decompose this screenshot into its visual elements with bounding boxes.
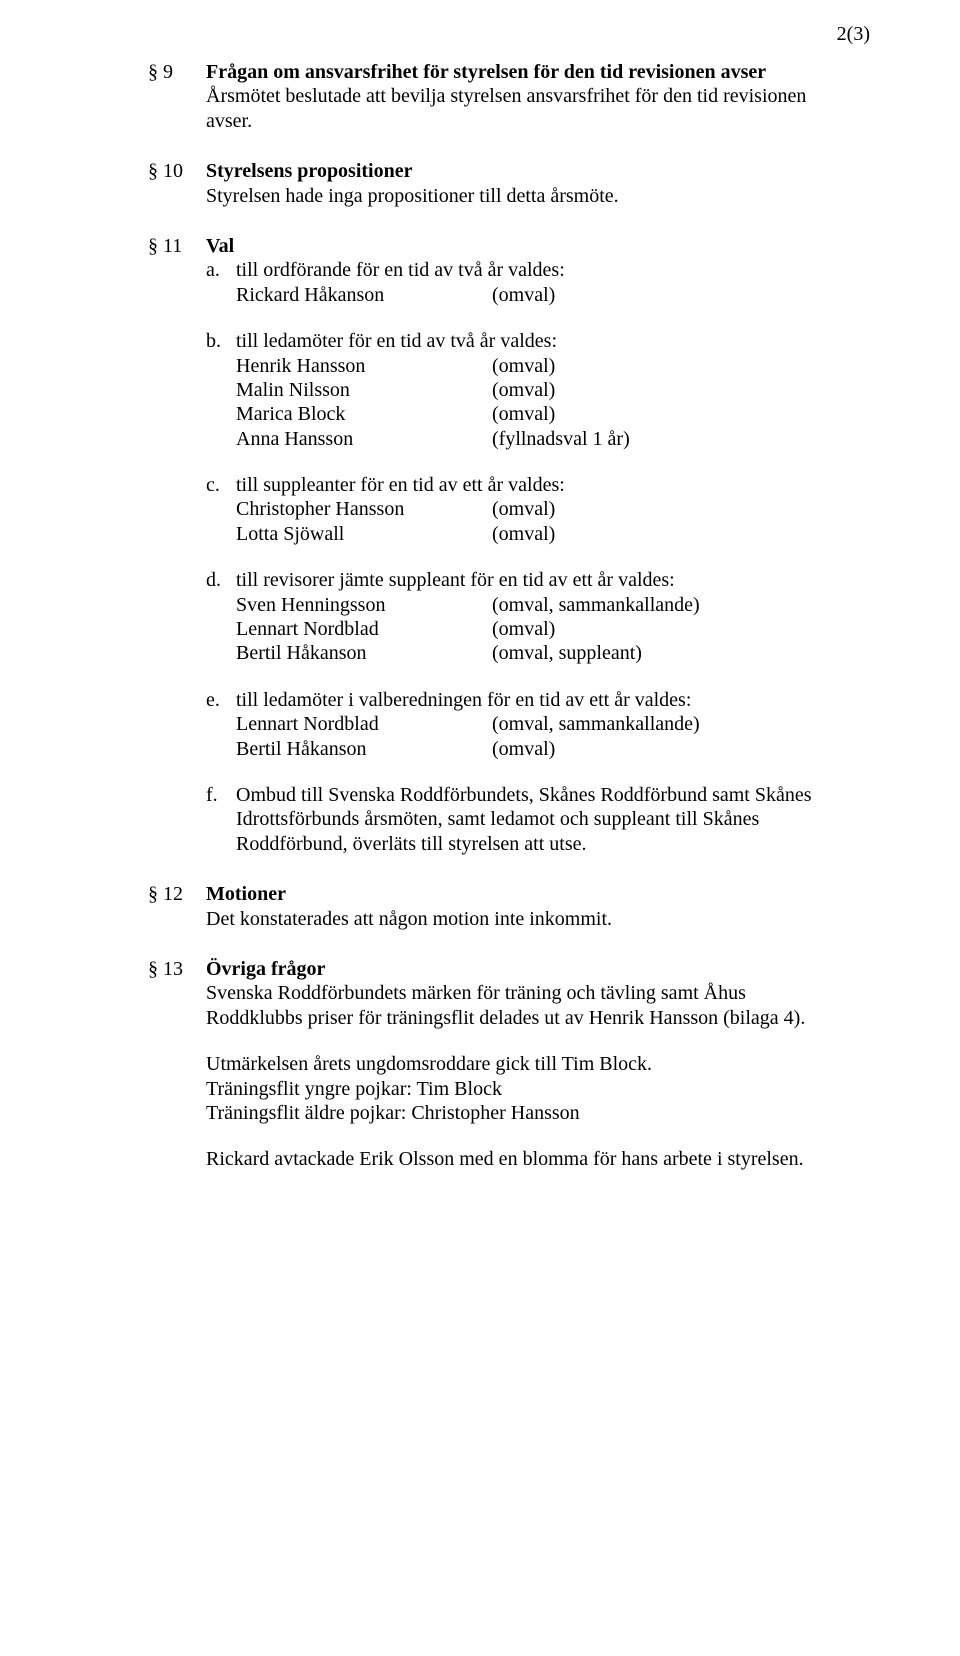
sub-f-letter: f. <box>206 783 236 807</box>
person-name: Lennart Nordblad <box>236 617 492 641</box>
sub-d-row: Sven Henningsson (omval, sammankallande) <box>206 593 840 617</box>
person-name: Bertil Håkanson <box>236 641 492 665</box>
person-note: (omval) <box>492 378 840 402</box>
person-note: (omval, suppleant) <box>492 641 840 665</box>
sub-f: f. Ombud till Svenska Roddförbundets, Sk… <box>206 783 840 856</box>
section-12-num: § 12 <box>148 882 206 906</box>
sub-d-row: Lennart Nordblad (omval) <box>206 617 840 641</box>
section-12-text: Det konstaterades att någon motion inte … <box>206 907 840 931</box>
section-11: § 11 Val a. till ordförande för en tid a… <box>148 234 840 856</box>
sub-b-letter: b. <box>206 329 236 353</box>
sub-d-row: Bertil Håkanson (omval, suppleant) <box>206 641 840 665</box>
section-9: § 9 Frågan om ansvarsfrihet för styrelse… <box>148 60 840 133</box>
section-10-title: Styrelsens propositioner <box>206 159 840 183</box>
section-11-num: § 11 <box>148 234 206 258</box>
section-9-text: Årsmötet beslutade att bevilja styrelsen… <box>206 84 840 133</box>
sub-d-letter: d. <box>206 568 236 592</box>
sub-c-letter: c. <box>206 473 236 497</box>
section-13: § 13 Övriga frågor Svenska Roddförbundet… <box>148 957 840 1172</box>
sub-a-row: Rickard Håkanson (omval) <box>206 283 840 307</box>
person-note: (omval) <box>492 522 840 546</box>
section-9-title: Frågan om ansvarsfrihet för styrelsen fö… <box>206 60 840 84</box>
sub-b-row: Anna Hansson (fyllnadsval 1 år) <box>206 427 840 451</box>
section-13-title: Övriga frågor <box>206 957 840 981</box>
person-name: Anna Hansson <box>236 427 492 451</box>
section-10-text: Styrelsen hade inga propositioner till d… <box>206 184 840 208</box>
person-note: (fyllnadsval 1 år) <box>492 427 840 451</box>
sub-b-lead: till ledamöter för en tid av två år vald… <box>236 329 840 353</box>
person-name: Bertil Håkanson <box>236 737 492 761</box>
sub-b-row: Malin Nilsson (omval) <box>206 378 840 402</box>
sub-a: a. till ordförande för en tid av två år … <box>206 258 840 282</box>
person-name: Malin Nilsson <box>236 378 492 402</box>
section-9-num: § 9 <box>148 60 206 84</box>
section-13-p1: Svenska Roddförbundets märken för tränin… <box>206 981 840 1030</box>
person-note: (omval, sammankallande) <box>492 712 840 736</box>
person-note: (omval, sammankallande) <box>492 593 840 617</box>
section-13-num: § 13 <box>148 957 206 981</box>
person-name: Henrik Hansson <box>236 354 492 378</box>
person-note: (omval) <box>492 354 840 378</box>
sub-b-row: Marica Block (omval) <box>206 402 840 426</box>
section-13-p4: Träningsflit äldre pojkar: Christopher H… <box>206 1101 840 1125</box>
sub-e-lead: till ledamöter i valberedningen för en t… <box>236 688 840 712</box>
section-11-title: Val <box>206 234 840 258</box>
sub-b: b. till ledamöter för en tid av två år v… <box>206 329 840 353</box>
sub-c-lead: till suppleanter för en tid av ett år va… <box>236 473 840 497</box>
person-note: (omval) <box>492 283 840 307</box>
sub-c-row: Lotta Sjöwall (omval) <box>206 522 840 546</box>
sub-f-text: Ombud till Svenska Roddförbundets, Skåne… <box>236 783 840 856</box>
sub-e-row: Lennart Nordblad (omval, sammankallande) <box>206 712 840 736</box>
person-note: (omval) <box>492 737 840 761</box>
section-10: § 10 Styrelsens propositioner Styrelsen … <box>148 159 840 208</box>
page-number: 2(3) <box>837 22 870 46</box>
sub-e: e. till ledamöter i valberedningen för e… <box>206 688 840 712</box>
person-name: Sven Henningsson <box>236 593 492 617</box>
sub-a-letter: a. <box>206 258 236 282</box>
section-13-p5: Rickard avtackade Erik Olsson med en blo… <box>206 1147 840 1171</box>
person-name: Lotta Sjöwall <box>236 522 492 546</box>
person-note: (omval) <box>492 617 840 641</box>
sub-c: c. till suppleanter för en tid av ett år… <box>206 473 840 497</box>
section-12-title: Motioner <box>206 882 840 906</box>
person-name: Rickard Håkanson <box>236 283 492 307</box>
person-name: Marica Block <box>236 402 492 426</box>
sub-e-row: Bertil Håkanson (omval) <box>206 737 840 761</box>
person-name: Christopher Hansson <box>236 497 492 521</box>
sub-b-row: Henrik Hansson (omval) <box>206 354 840 378</box>
section-10-num: § 10 <box>148 159 206 183</box>
section-13-p2: Utmärkelsen årets ungdomsroddare gick ti… <box>206 1052 840 1076</box>
sub-d-lead: till revisorer jämte suppleant för en ti… <box>236 568 840 592</box>
person-note: (omval) <box>492 402 840 426</box>
sub-c-row: Christopher Hansson (omval) <box>206 497 840 521</box>
sub-a-lead: till ordförande för en tid av två år val… <box>236 258 840 282</box>
person-note: (omval) <box>492 497 840 521</box>
sub-e-letter: e. <box>206 688 236 712</box>
section-12: § 12 Motioner Det konstaterades att någo… <box>148 882 840 931</box>
person-name: Lennart Nordblad <box>236 712 492 736</box>
section-13-p3: Träningsflit yngre pojkar: Tim Block <box>206 1077 840 1101</box>
sub-d: d. till revisorer jämte suppleant för en… <box>206 568 840 592</box>
